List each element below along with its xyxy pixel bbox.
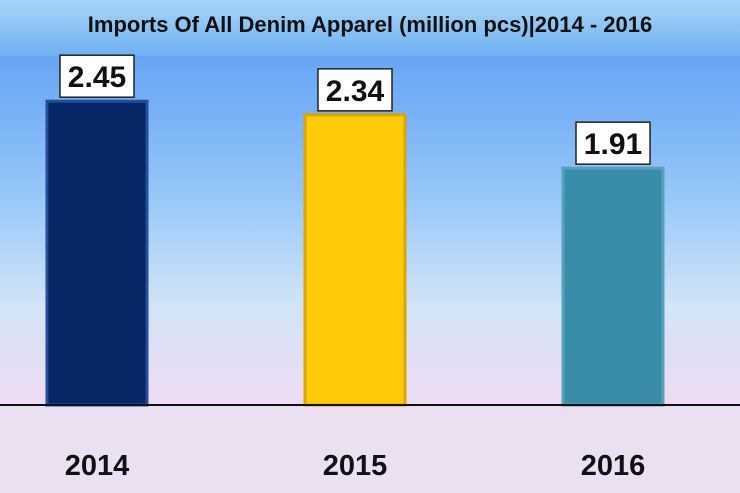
bar-2016 [561,166,665,407]
bar-2014 [45,99,149,407]
data-label-box-2016 [575,121,651,165]
bar-2015 [303,113,407,407]
data-label-box-2015 [317,68,393,112]
title-bar [0,0,740,56]
data-label-2015: 2.34 [326,75,385,108]
category-band [0,405,740,493]
category-label-2015: 2015 [323,450,388,482]
data-label-box-2014 [59,54,135,98]
chart-title: Imports Of All Denim Apparel (million pc… [87,12,653,37]
category-label-2014: 2014 [65,450,130,482]
data-label-2016: 1.91 [584,128,642,161]
category-label-2016: 2016 [581,450,646,482]
data-label-2014: 2.45 [68,61,126,94]
